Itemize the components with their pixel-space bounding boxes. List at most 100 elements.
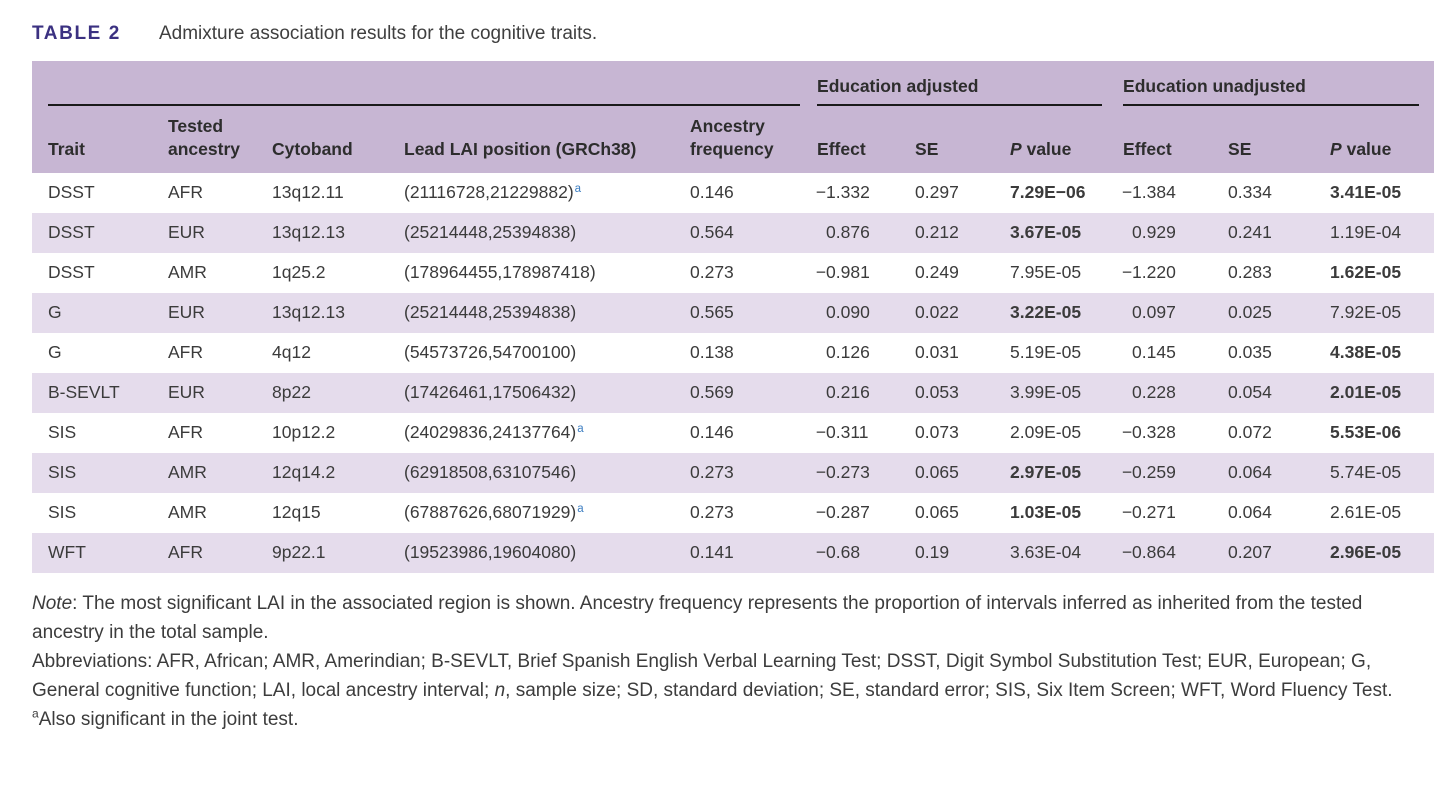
- cell-effect-adjusted: −0.311: [815, 422, 869, 443]
- cell-trait: SIS: [48, 422, 77, 443]
- cell-se-unadjusted: 0.064: [1228, 462, 1272, 483]
- note-paragraph: Note: The most significant LAI in the as…: [32, 589, 1434, 647]
- cell-pvalue-unadjusted: 2.01E-05: [1330, 382, 1402, 403]
- cell-pvalue-adjusted: 5.19E-05: [1010, 342, 1082, 363]
- cell-tested-ancestry: AMR: [168, 462, 207, 483]
- cell-pvalue-adjusted: 1.03E-05: [1010, 502, 1082, 523]
- cell-trait: G: [48, 302, 62, 323]
- cell-effect-unadjusted: −0.328: [1121, 422, 1176, 443]
- cell-se-unadjusted: 0.035: [1228, 342, 1272, 363]
- cell-trait: SIS: [48, 502, 77, 523]
- cell-ancestry-frequency: 0.146: [690, 422, 734, 443]
- cell-se-adjusted: 0.297: [915, 182, 959, 203]
- table-body: DSST AFR 13q12.11 (21116728,21229882)a 0.146…: [32, 173, 1435, 573]
- cell-cytoband: 13q12.11: [272, 182, 344, 203]
- column-header-p-value-10: P value: [1330, 138, 1392, 159]
- column-header-lead-lai-position-grch38-3: Lead LAI position (GRCh38): [404, 138, 637, 159]
- cell-trait: DSST: [48, 222, 95, 243]
- cell-lai-position: (24029836,24137764)a: [404, 422, 584, 443]
- column-header-cytoband-2: Cytoband: [272, 138, 353, 159]
- cell-pvalue-unadjusted: 3.41E-05: [1330, 182, 1402, 203]
- group-header-education-unadjusted: Education unadjusted: [1123, 61, 1434, 106]
- cell-ancestry-frequency: 0.565: [690, 302, 734, 323]
- cell-lai-position: (178964455,178987418): [404, 262, 596, 283]
- cell-effect-unadjusted: −0.864: [1121, 542, 1176, 563]
- group-header-education-adjusted: Education adjusted: [817, 61, 1123, 106]
- cell-cytoband: 12q15: [272, 502, 321, 523]
- column-header-se-9: SE: [1228, 138, 1252, 159]
- cell-se-adjusted: 0.022: [915, 302, 959, 323]
- cell-ancestry-frequency: 0.273: [690, 262, 734, 283]
- cell-se-adjusted: 0.212: [915, 222, 959, 243]
- footnote-a-superscript: a: [577, 502, 584, 515]
- cell-cytoband: 9p22.1: [272, 542, 326, 563]
- cell-pvalue-adjusted: 2.09E-05: [1010, 422, 1082, 443]
- group-header-leading: [32, 61, 817, 106]
- cell-pvalue-unadjusted: 5.53E-06: [1330, 422, 1402, 443]
- column-header-row: Trait Tested ancestry Cytoband Lead LAI pos…: [32, 106, 1434, 173]
- cell-ancestry-frequency: 0.273: [690, 462, 734, 483]
- abbrev-n-italic: n: [494, 680, 506, 702]
- cell-lai-position: (25214448,25394838): [404, 302, 577, 323]
- cell-se-unadjusted: 0.241: [1228, 222, 1272, 243]
- cell-effect-unadjusted: 0.145: [1132, 342, 1176, 363]
- cell-effect-unadjusted: 0.929: [1132, 222, 1176, 243]
- cell-se-unadjusted: 0.283: [1228, 262, 1272, 283]
- cell-tested-ancestry: EUR: [168, 302, 205, 323]
- column-group-row: Education adjusted Education unadjusted: [32, 61, 1434, 106]
- cell-effect-unadjusted: −0.259: [1121, 462, 1176, 483]
- cell-se-unadjusted: 0.072: [1228, 422, 1272, 443]
- cell-se-adjusted: 0.065: [915, 462, 959, 483]
- cell-trait: B-SEVLT: [48, 382, 120, 403]
- cell-pvalue-adjusted: 3.67E-05: [1010, 222, 1082, 243]
- cell-cytoband: 13q12.13: [272, 222, 345, 243]
- cell-pvalue-unadjusted: 1.19E-04: [1330, 222, 1402, 243]
- cell-cytoband: 8p22: [272, 382, 311, 403]
- cell-effect-adjusted: 0.876: [826, 222, 870, 243]
- cell-effect-unadjusted: −1.220: [1121, 262, 1176, 283]
- table-row: G AFR 4q12 (54573726,54700100) 0.138 0.126 0.0…: [32, 333, 1434, 373]
- table-number-label: TABLE 2: [32, 23, 121, 44]
- cell-se-adjusted: 0.073: [915, 422, 959, 443]
- table-notes: Note: The most significant LAI in the as…: [32, 589, 1434, 734]
- table-header: Education adjusted Education unadjusted T…: [32, 60, 1435, 173]
- footnote-a-paragraph: aAlso significant in the joint test.: [32, 705, 1434, 734]
- cell-pvalue-adjusted: 7.29E−06: [1010, 182, 1086, 203]
- cell-pvalue-adjusted: 7.95E-05: [1010, 262, 1082, 283]
- footnote-a-superscript: a: [574, 182, 582, 195]
- cell-ancestry-frequency: 0.141: [690, 542, 734, 563]
- cell-lai-position: (19523986,19604080): [404, 542, 577, 563]
- column-header-trait-0: Trait: [48, 138, 85, 159]
- cell-effect-unadjusted: 0.228: [1132, 382, 1176, 403]
- cell-ancestry-frequency: 0.564: [690, 222, 734, 243]
- table-row: WFT AFR 9p22.1 (19523986,19604080) 0.141 −0.6…: [32, 532, 1435, 573]
- table-caption: TABLE 2 Admixture association results for…: [32, 22, 1434, 47]
- cell-se-adjusted: 0.249: [915, 262, 959, 283]
- cell-effect-adjusted: 0.216: [826, 382, 870, 403]
- abbreviations-text: Abbreviations: AFR, African; AMR, Amerin…: [32, 651, 1372, 702]
- column-header-tested-ancestry-1: Tested ancestry: [168, 115, 240, 159]
- cell-pvalue-unadjusted: 1.62E-05: [1330, 262, 1402, 283]
- note-text: : The most significant LAI in the associ…: [32, 592, 1363, 643]
- cell-effect-adjusted: −0.273: [815, 462, 870, 483]
- cell-se-adjusted: 0.065: [915, 502, 959, 523]
- cell-ancestry-frequency: 0.273: [690, 502, 734, 523]
- cell-tested-ancestry: EUR: [168, 382, 205, 403]
- cell-tested-ancestry: EUR: [168, 222, 205, 243]
- table-row: SIS AMR 12q15 (67887626,68071929)a 0.273 −0.2…: [32, 493, 1434, 533]
- cell-lai-position: (25214448,25394838): [404, 222, 577, 243]
- cell-pvalue-unadjusted: 4.38E-05: [1330, 342, 1402, 363]
- abbreviations-text-cont: , sample size; SD, standard deviation; S…: [505, 680, 1393, 702]
- abbreviations-paragraph: Abbreviations: AFR, African; AMR, Amerin…: [32, 647, 1434, 705]
- cell-effect-unadjusted: 0.097: [1132, 302, 1176, 323]
- cell-pvalue-unadjusted: 2.61E-05: [1330, 502, 1402, 523]
- cell-ancestry-frequency: 0.138: [690, 342, 734, 363]
- table-row: G EUR 13q12.13 (25214448,25394838) 0.565 0.09…: [32, 292, 1435, 333]
- table-row: B-SEVLT EUR 8p22 (17426461,17506432) 0.569 0.…: [32, 372, 1435, 413]
- cell-effect-adjusted: −1.332: [815, 182, 870, 203]
- cell-trait: SIS: [48, 462, 77, 483]
- cell-tested-ancestry: AMR: [168, 502, 207, 523]
- cell-trait: DSST: [48, 182, 95, 203]
- note-label: Note: [32, 592, 73, 614]
- cell-lai-position: (62918508,63107546): [404, 462, 577, 483]
